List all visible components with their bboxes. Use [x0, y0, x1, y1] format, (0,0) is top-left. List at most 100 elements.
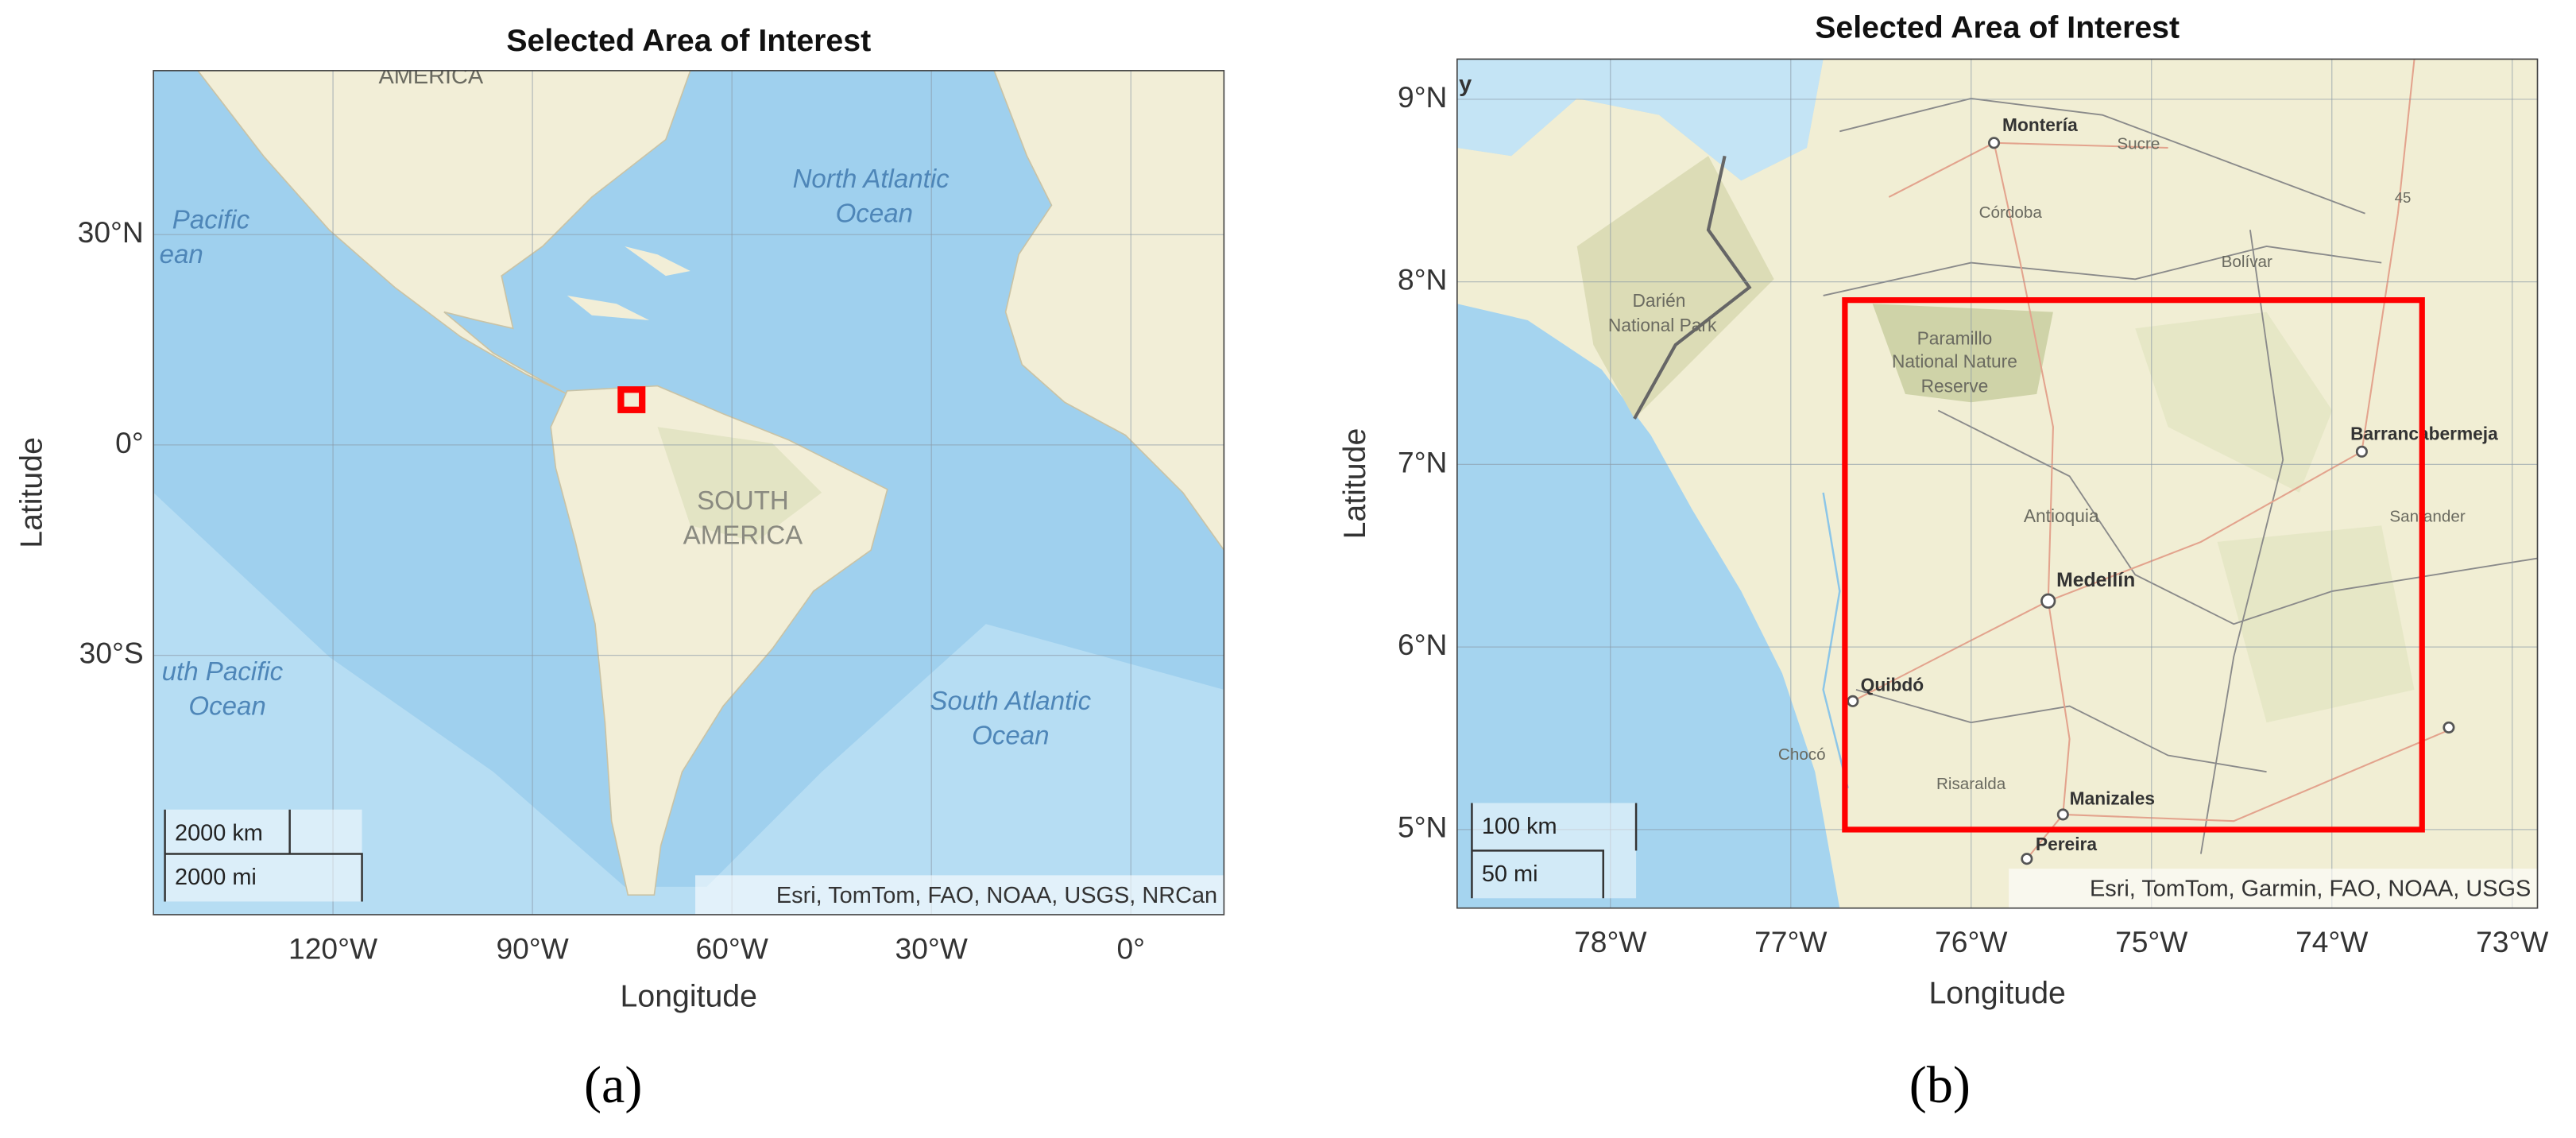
x-tick-label: 30°W	[895, 931, 968, 965]
place-label: National Park	[1608, 315, 1717, 335]
scale-label: 100 km	[1482, 814, 1557, 839]
town	[1988, 137, 2001, 149]
place-label: Pacific	[172, 206, 250, 235]
place-label: ean	[160, 240, 203, 269]
place-label: Antioquia	[2024, 505, 2099, 526]
y-axis-label: Latitude	[1337, 428, 1372, 540]
place-label: Medellín	[2056, 570, 2135, 591]
terrain	[2135, 312, 2415, 723]
y-tick-label: 7°N	[1398, 445, 1447, 478]
place-label: SOUTH	[697, 486, 789, 516]
park	[1576, 156, 1774, 419]
attribution-bg	[2009, 869, 2538, 908]
scale-label: 2000 km	[175, 820, 263, 846]
town	[1847, 695, 1859, 707]
x-tick-label: 76°W	[1935, 925, 2007, 958]
place-label: Córdoba	[1979, 203, 2043, 222]
land	[993, 70, 1224, 552]
town	[2443, 721, 2455, 734]
scale-label: 2000 mi	[175, 865, 257, 890]
title: Selected Area of Interest	[506, 23, 871, 58]
map-overlay: y Montería Sucre Córdoba Bolívar Darién Nation…	[1456, 59, 2538, 908]
place-label: Risaralda	[1936, 775, 2006, 793]
caption: (a)	[584, 1056, 642, 1114]
land	[550, 385, 888, 896]
map-overlay: AMERICA Pacific ean North Atlantic Ocean SOUT…	[153, 64, 1224, 915]
place-label: AMERICA	[683, 521, 803, 550]
scale-bar	[164, 809, 363, 902]
x-tick-label: 75°W	[2115, 925, 2187, 958]
title: Selected Area of Interest	[1815, 10, 2180, 45]
x-tick-label: 77°W	[1754, 925, 1827, 958]
place-label: Montería	[2002, 114, 2078, 135]
place-label: Manizales	[2070, 788, 2155, 808]
x-tick-label: 90°W	[496, 931, 568, 965]
x-tick-label: 60°W	[695, 931, 768, 965]
place-label: Ocean	[836, 199, 913, 228]
place-label: Ocean	[188, 691, 265, 721]
place-label: uth Pacific	[162, 657, 284, 687]
y-tick-label: 0°	[115, 426, 144, 459]
y-tick-label: 30°S	[79, 636, 144, 669]
town	[2056, 808, 2069, 821]
scale-bar	[1471, 803, 1638, 899]
y-tick-label: 5°N	[1398, 811, 1447, 844]
axes-frame	[153, 70, 1225, 915]
x-axis-label: Longitude	[621, 979, 757, 1014]
place-label: South Atlantic	[930, 687, 1091, 716]
place-label: Bolívar	[2222, 253, 2272, 271]
place-label: Pereira	[2036, 834, 2097, 854]
x-tick-label: 73°W	[2476, 925, 2548, 958]
scale-bar-bg	[164, 809, 362, 902]
place-label: AMERICA	[378, 64, 483, 89]
town	[2355, 445, 2368, 458]
place-label: National Nature	[1892, 351, 2017, 372]
attribution-bg	[695, 875, 1224, 915]
town	[2021, 853, 2033, 865]
island	[567, 246, 690, 320]
x-tick-label: 120°W	[288, 931, 377, 965]
map-a	[153, 70, 1224, 915]
y-tick-label: 6°N	[1398, 628, 1447, 661]
x-axis-label: Longitude	[1928, 976, 2065, 1011]
attribution: Esri, TomTom, Garmin, FAO, NOAA, USGS	[2090, 877, 2531, 902]
place-label: Santander	[2389, 507, 2465, 525]
place-label: Ocean	[972, 722, 1049, 751]
border	[1633, 155, 1752, 420]
y-axis-label: Latitude	[14, 437, 49, 548]
y-tick-label: 8°N	[1398, 263, 1447, 296]
town	[2040, 593, 2056, 609]
boundary	[1823, 98, 2538, 854]
place-label: 45	[2395, 189, 2412, 206]
sea	[1456, 59, 1824, 181]
y-tick-label: 30°N	[78, 215, 144, 249]
x-tick-label: 74°W	[2296, 925, 2368, 958]
scale-label: 50 mi	[1482, 861, 1538, 887]
land	[196, 70, 691, 395]
axes-frame	[1456, 58, 2539, 909]
river	[1822, 492, 1849, 789]
ocean-deep	[153, 492, 1224, 915]
place-label: Quibdó	[1861, 675, 1924, 695]
caption: (b)	[1909, 1056, 1971, 1114]
y-tick-label: 9°N	[1398, 80, 1447, 114]
reserve	[1872, 304, 2053, 403]
panel: AMERICA Pacific ean North Atlantic Ocean SOUT…	[14, 23, 1225, 1114]
forest	[657, 427, 822, 542]
place-label: Paramillo	[1917, 328, 1993, 349]
x-tick-label: 78°W	[1574, 925, 1646, 958]
place-label: Sucre	[2117, 134, 2160, 153]
area-of-interest	[1842, 297, 2425, 833]
place-label: Reserve	[1921, 376, 1989, 397]
x-tick-label: 0°	[1116, 931, 1145, 965]
map-b	[1456, 59, 2538, 908]
panel: y Montería Sucre Córdoba Bolívar Darién Nation…	[1337, 10, 2548, 1115]
attribution: Esri, TomTom, FAO, NOAA, USGS, NRCan	[776, 883, 1217, 908]
area-of-interest	[617, 386, 646, 413]
place-label: Chocó	[1778, 745, 1826, 764]
place-label: North Atlantic	[793, 165, 950, 194]
place-label: Darién	[1633, 290, 1686, 311]
place-label: y	[1459, 72, 1472, 97]
